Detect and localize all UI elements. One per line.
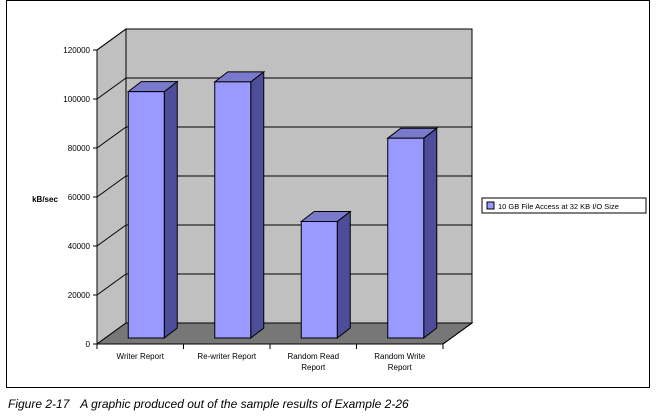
- caption-text: A graphic produced out of the sample res…: [80, 397, 409, 411]
- side-gridline: [96, 224, 127, 247]
- legend-swatch: [486, 201, 495, 210]
- bar-side: [336, 210, 351, 340]
- side-gridline: [96, 273, 127, 296]
- y-tick-label: 40000: [68, 242, 91, 251]
- y-tick-label: 60000: [68, 193, 91, 202]
- x-category-label: Report: [301, 363, 326, 372]
- side-gridline: [96, 175, 127, 198]
- y-tick-label: 80000: [68, 144, 91, 153]
- legend-label: 10 GB File Access at 32 KB I/O Size: [498, 202, 619, 211]
- bar: [127, 91, 165, 339]
- x-category-label: Re-writer Report: [197, 352, 256, 361]
- y-tick-label: 0: [86, 340, 91, 349]
- legend-box: [481, 197, 647, 214]
- bar: [300, 221, 338, 339]
- x-category-label: Writer Report: [117, 352, 165, 361]
- bar: [387, 137, 425, 339]
- side-gridline: [96, 126, 127, 149]
- y-tick-label: 100000: [63, 95, 90, 104]
- x-category-label: Random Read: [287, 352, 339, 361]
- y-tick-label: 120000: [63, 46, 90, 55]
- floor-right-edge: [442, 322, 473, 345]
- side-gridline: [96, 77, 127, 100]
- caption-number: Figure 2-17: [8, 397, 70, 411]
- y-tick-label: 20000: [68, 291, 91, 300]
- chart-frame: 0 20000 40000 60000 80000 100000 120000 Writer …: [6, 0, 650, 388]
- figure-caption: Figure 2-17 A graphic produced out of th…: [8, 397, 409, 411]
- x-category-label: Random Write: [374, 352, 426, 361]
- y-axis-title: kB/sec: [32, 195, 58, 204]
- bar-side: [423, 127, 438, 340]
- x-category-label: Report: [388, 363, 413, 372]
- bar-side: [250, 70, 265, 340]
- bar: [214, 81, 252, 339]
- chart-svg: 0 20000 40000 60000 80000 100000 120000 Writer …: [32, 28, 647, 372]
- side-gridline: [96, 28, 127, 51]
- bar-side: [163, 80, 178, 340]
